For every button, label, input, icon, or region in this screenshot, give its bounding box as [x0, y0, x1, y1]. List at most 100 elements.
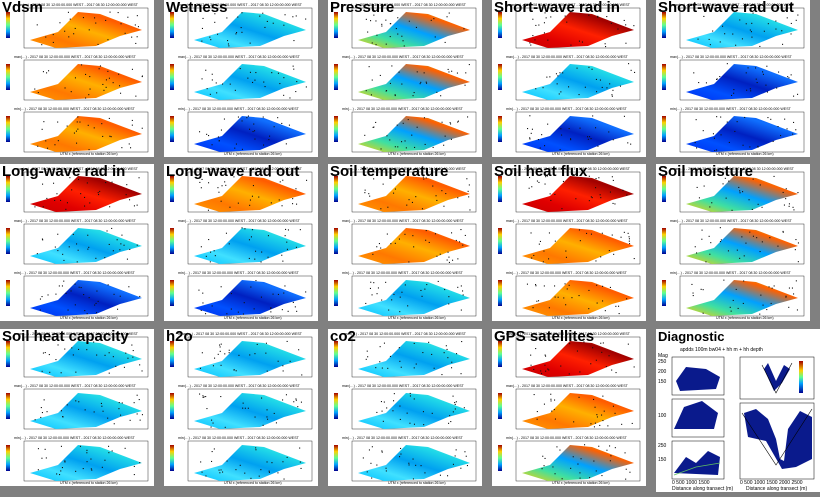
- station-point: [75, 400, 77, 402]
- station-point: [609, 445, 611, 447]
- station-point: [380, 148, 382, 150]
- interpolated-field: [686, 176, 798, 212]
- station-point: [542, 261, 544, 263]
- station-point: [119, 295, 121, 297]
- station-point: [409, 422, 411, 424]
- station-point: [282, 461, 284, 463]
- subplot: min(…) - 2017 08 30 12:00:00.000 WEST - …: [0, 435, 154, 486]
- station-point: [749, 29, 751, 31]
- station-point: [108, 445, 110, 447]
- station-point: [550, 393, 552, 395]
- colorbar: [170, 228, 174, 254]
- station-point: [767, 23, 769, 25]
- station-point: [457, 197, 459, 199]
- station-point: [719, 41, 721, 43]
- interpolated-field: [522, 12, 634, 48]
- subplot-map: [498, 111, 641, 153]
- station-point: [420, 81, 422, 83]
- station-point: [448, 261, 450, 263]
- subplot-map: [334, 440, 477, 482]
- subplot-title: max(…) - 2017 08 30 12:00:00.000 WEST - …: [342, 219, 464, 223]
- subplot-map: [170, 223, 313, 265]
- station-point: [627, 142, 629, 144]
- subplot-map: [170, 111, 313, 153]
- station-point: [57, 121, 59, 123]
- subplot-title: mean(…) - 2017 08 30 12:00:00.000 WEST -…: [506, 3, 630, 7]
- station-point: [37, 92, 39, 94]
- station-point: [529, 138, 531, 140]
- station-point: [629, 243, 631, 245]
- subplot-title: min(…) - 2017 08 30 12:00:00.000 WEST - …: [178, 271, 299, 275]
- station-point: [387, 206, 389, 208]
- station-point: [262, 424, 264, 426]
- station-point: [34, 88, 36, 90]
- colorbar: [334, 176, 338, 202]
- station-point: [722, 183, 724, 185]
- station-point: [533, 368, 535, 370]
- station-point: [371, 446, 373, 448]
- station-point: [227, 43, 229, 45]
- station-point: [787, 76, 789, 78]
- station-point: [596, 91, 598, 93]
- station-point: [211, 305, 213, 307]
- station-point: [731, 209, 733, 211]
- station-point: [468, 196, 470, 198]
- station-point: [590, 196, 592, 198]
- subplot-map: [6, 275, 149, 317]
- station-point: [124, 447, 126, 449]
- svg-text:150: 150: [658, 457, 667, 463]
- subplot-title: mean(…) - 2017 08 30 12:00:00.000 WEST -…: [178, 332, 302, 336]
- station-point: [41, 44, 43, 46]
- station-point: [747, 67, 749, 69]
- station-point: [412, 95, 414, 97]
- station-point: [529, 42, 531, 44]
- station-point: [264, 86, 266, 88]
- station-point: [89, 202, 91, 204]
- station-point: [205, 396, 207, 398]
- station-point: [593, 426, 595, 428]
- station-point: [202, 302, 204, 304]
- station-point: [538, 300, 540, 302]
- station-point: [299, 447, 301, 449]
- station-point: [226, 313, 228, 315]
- station-point: [460, 373, 462, 375]
- diagnostic-right-top: [739, 356, 815, 400]
- station-point: [377, 287, 379, 289]
- station-point: [424, 472, 426, 474]
- station-point: [770, 118, 772, 120]
- station-point: [97, 192, 99, 194]
- subplot: min(…) - 2017 08 30 12:00:00.000 WEST - …: [656, 106, 810, 157]
- station-point: [135, 42, 137, 44]
- station-point: [535, 88, 537, 90]
- station-point: [437, 280, 439, 282]
- station-point: [73, 132, 75, 134]
- panel-pressure: Pressure mean(…) - 2017 08 30 12:00:00.00…: [328, 0, 482, 157]
- station-point: [287, 310, 289, 312]
- station-point: [696, 252, 698, 254]
- x-axis-label: UTM x (referenced to station 26 km): [552, 481, 610, 485]
- x-axis-label: UTM x (referenced to station 26 km): [224, 316, 282, 320]
- station-point: [225, 184, 227, 186]
- station-point: [239, 464, 241, 466]
- subplot-title: max(…) - 2017 08 30 12:00:00.000 WEST - …: [342, 384, 464, 388]
- station-point: [772, 140, 774, 142]
- station-point: [107, 70, 109, 72]
- station-point: [210, 251, 212, 253]
- subplot-title: mean(…) - 2017 08 30 12:00:00.000 WEST -…: [14, 167, 138, 171]
- subplot-map: [662, 7, 805, 49]
- interpolated-field: [522, 280, 634, 316]
- station-point: [752, 235, 754, 237]
- station-point: [455, 239, 457, 241]
- station-point: [200, 246, 202, 248]
- station-point: [381, 450, 383, 452]
- station-point: [369, 195, 371, 197]
- station-point: [365, 358, 367, 360]
- station-point: [99, 190, 101, 192]
- station-point: [626, 194, 628, 196]
- station-point: [537, 139, 539, 141]
- station-point: [60, 199, 62, 201]
- subplot: min(…) - 2017 08 30 12:00:00.000 WEST - …: [164, 106, 318, 157]
- station-point: [588, 308, 590, 310]
- station-point: [788, 306, 790, 308]
- station-point: [295, 398, 297, 400]
